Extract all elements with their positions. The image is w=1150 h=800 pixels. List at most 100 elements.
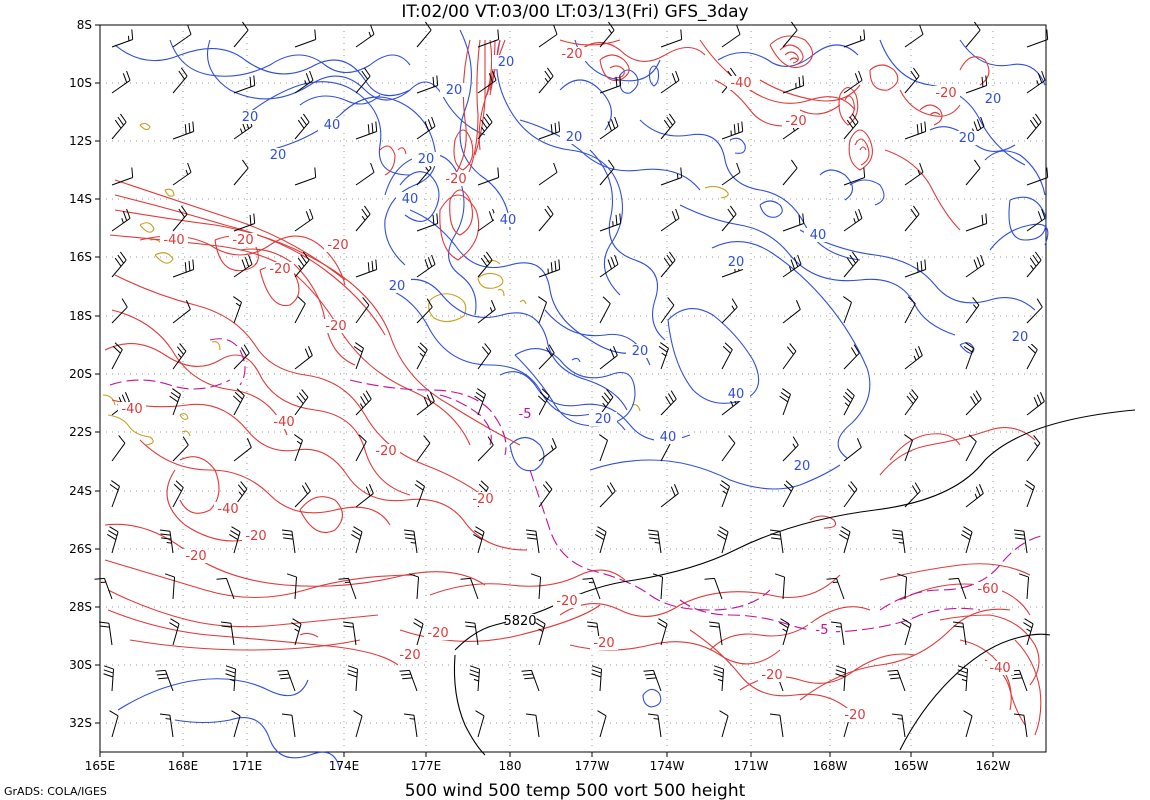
wind-barb <box>843 438 862 462</box>
vorticity-positive-contour <box>571 357 581 363</box>
contour-label: 40 <box>402 192 419 207</box>
lat-label: 22S <box>69 425 92 439</box>
vorticity-positive-contour <box>759 200 783 218</box>
wind-barb <box>591 665 603 692</box>
vorticity-positive-contour <box>399 171 440 222</box>
wind-barb <box>721 162 741 186</box>
wind-barb <box>477 167 500 186</box>
island-outline <box>139 122 151 131</box>
wind-barb <box>842 388 855 416</box>
vorticity-positive-contour <box>496 39 623 296</box>
wind-barb <box>233 254 253 278</box>
wind-barb <box>599 21 615 48</box>
wind-barb <box>416 75 439 94</box>
wind-barb <box>538 162 558 186</box>
contour-label-bg <box>318 118 346 132</box>
longitude-labels: 165E 168E 171E 174E 177E 180 177W 174W 171W 168W 1… <box>85 752 1011 773</box>
wind-barb <box>220 621 235 646</box>
wind-barb <box>399 669 418 692</box>
vorticity-positive-contour <box>269 96 437 266</box>
wind-barb <box>233 296 242 324</box>
wind-barb <box>416 21 432 48</box>
contour-label-bg <box>590 636 618 650</box>
wind-barb <box>538 24 558 48</box>
contour-label: -20 <box>561 47 582 62</box>
vorticity-positive-contour <box>717 44 859 67</box>
vorticity-negative-contour <box>179 456 220 514</box>
vorticity-positive-contour <box>389 289 626 431</box>
lon-label: 177W <box>575 759 610 773</box>
contour-label-bg <box>324 238 352 252</box>
vorticity-positive-contour <box>391 278 628 411</box>
wind-barb <box>599 296 611 324</box>
wind-barb <box>477 29 500 48</box>
lon-label: 180 <box>499 759 522 773</box>
temperature-contour <box>439 394 492 446</box>
wind-barb <box>538 67 554 94</box>
wind-barb <box>294 296 306 324</box>
wind-barb <box>172 259 195 278</box>
contour-label: 20 <box>595 412 612 427</box>
wind-barb <box>782 21 798 48</box>
wind-barb <box>887 669 906 692</box>
contour-label: 20 <box>632 344 649 359</box>
vorticity-negative-contour <box>809 515 837 529</box>
wind-barb <box>111 251 127 278</box>
vorticity-negative-contour <box>879 563 1031 581</box>
wind-barb <box>904 389 919 416</box>
vorticity-positive-contour <box>574 39 661 82</box>
contour-label-bg <box>758 668 786 682</box>
wind-barb <box>103 665 115 692</box>
vorticity-negative-contour <box>799 104 841 115</box>
wind-barb <box>169 388 181 416</box>
wind-barb <box>172 67 188 94</box>
wind-barb <box>109 710 119 738</box>
wind-barb <box>599 159 615 186</box>
wind-barb <box>294 70 314 94</box>
wind-barb <box>355 205 371 232</box>
vorticity-negative-contour <box>439 194 480 261</box>
contour-label: 40 <box>500 213 517 228</box>
wind-barb <box>1026 167 1049 186</box>
wind-barb <box>164 573 176 600</box>
contour-label-bg <box>236 110 264 124</box>
map-title: IT:02/00 VT:03/00 LT:03/13(Fri) GFS_3day <box>401 2 748 22</box>
wind-barb <box>599 482 616 508</box>
wind-barb <box>660 297 675 324</box>
vorticity-positive-contour <box>959 39 1046 86</box>
wind-barb <box>965 213 988 232</box>
vorticity-negative-contour <box>879 427 1036 476</box>
contour-label-bg <box>214 502 242 516</box>
wind-barb <box>538 121 561 140</box>
wind-barb <box>957 665 969 692</box>
vorticity-negative-contour <box>104 523 486 587</box>
vorticity-positive-contour <box>499 371 691 442</box>
vorticity-negative-contour <box>848 129 873 171</box>
vorticity-negative-contour <box>299 496 344 534</box>
contour-label-bg <box>782 114 810 128</box>
island-outline <box>497 289 505 297</box>
wind-barb <box>477 208 497 232</box>
wind-barb <box>782 213 805 232</box>
contour-label: -20 <box>556 594 577 609</box>
wind-barb <box>599 254 619 278</box>
wind-barb <box>901 618 912 646</box>
wind-barb <box>353 342 364 370</box>
wind-barb <box>294 389 309 416</box>
wind-barb <box>891 529 906 554</box>
wind-barb <box>963 342 974 370</box>
island-outline <box>211 341 221 351</box>
wind-barb <box>965 21 981 48</box>
wind-barb <box>769 713 784 738</box>
temperature-contour <box>529 469 771 611</box>
vorticity-positive-contour <box>117 678 309 711</box>
contour-label-bg <box>182 549 210 563</box>
vorticity-negative-contour <box>559 39 621 46</box>
wind-barb <box>719 480 730 508</box>
contour-label: -40 <box>121 402 142 417</box>
wind-barb <box>477 70 497 94</box>
wind-barb <box>159 529 174 554</box>
wind-barb <box>342 621 357 646</box>
contour-label: 20 <box>389 279 406 294</box>
wind-barb <box>355 259 378 278</box>
